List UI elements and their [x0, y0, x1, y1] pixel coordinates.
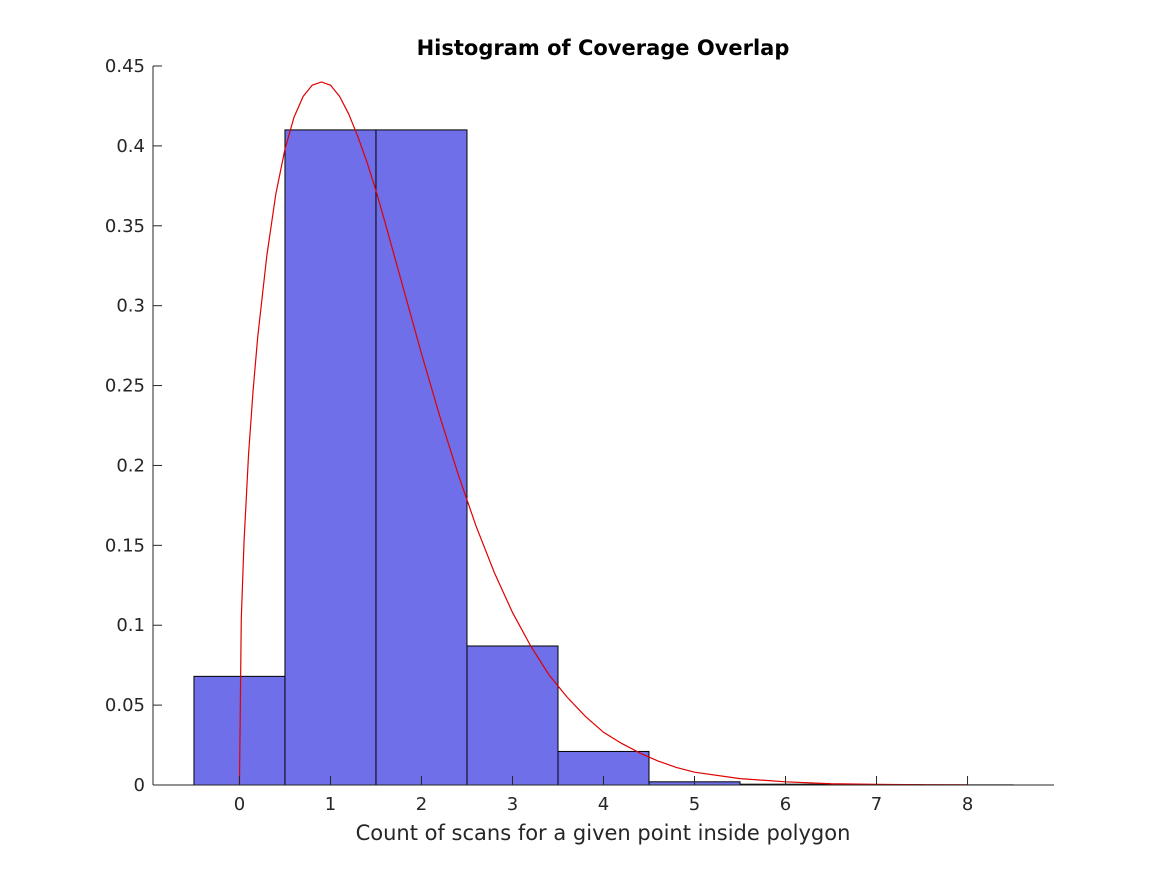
x-tick-label: 4 [598, 794, 609, 815]
x-tick-label: 3 [507, 794, 518, 815]
x-tick-label: 7 [871, 794, 882, 815]
histogram-bar-1 [284, 129, 377, 786]
histogram-bar-3 [466, 645, 559, 786]
x-tick-label: 8 [962, 794, 973, 815]
x-tick-label: 0 [234, 794, 245, 815]
y-ticks-group: 0 0.05 0.1 0.15 0.2 0.25 0.3 0.35 0.4 0.45 [105, 56, 162, 796]
x-tick-label: 5 [689, 794, 700, 815]
x-axis-label: Count of scans for a given point inside … [356, 821, 851, 845]
y-tick-label: 0.15 [105, 535, 145, 556]
y-tick-label: 0.35 [105, 216, 145, 237]
y-tick-label: 0.05 [105, 695, 145, 716]
y-tick-label: 0.3 [116, 296, 145, 317]
y-tick-label: 0.4 [116, 136, 145, 157]
histogram-bar-2 [375, 129, 468, 786]
fit-curve-group [238, 81, 968, 786]
y-tick-label: 0.45 [105, 56, 145, 77]
fit-curve-line [238, 81, 968, 786]
x-tick-label: 2 [416, 794, 427, 815]
y-tick-label: 0.2 [116, 455, 145, 476]
x-tick-label: 1 [325, 794, 336, 815]
y-tick-label: 0.1 [116, 615, 145, 636]
x-ticks-group: 0 1 2 3 4 5 6 7 8 [234, 776, 973, 815]
y-tick-label: 0.25 [105, 376, 145, 397]
x-tick-label: 6 [780, 794, 791, 815]
y-tick-label: 0 [134, 775, 145, 796]
bars-group [193, 129, 1014, 786]
chart-title: Histogram of Coverage Overlap [417, 36, 790, 60]
